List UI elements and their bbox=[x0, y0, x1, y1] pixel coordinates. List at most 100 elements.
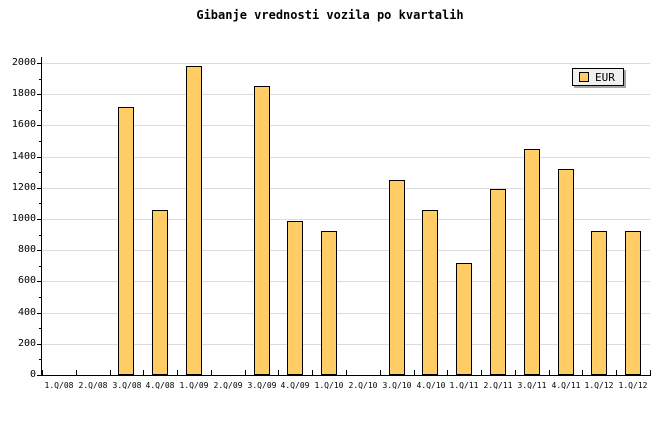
x-axis-tick-7 bbox=[278, 370, 279, 375]
legend-swatch-eur bbox=[579, 72, 589, 82]
y-axis-label-1000: 1000 bbox=[11, 213, 36, 224]
x-axis-label-7: 4.Q/09 bbox=[280, 381, 310, 390]
bar-1.Q/12-16 bbox=[591, 231, 607, 375]
y-axis-minor-tick-1700 bbox=[39, 110, 42, 111]
y-axis-tick-400 bbox=[37, 313, 42, 314]
x-axis-tick-15 bbox=[549, 370, 550, 375]
x-axis-label-4: 1.Q/09 bbox=[179, 381, 209, 390]
y-axis-tick-600 bbox=[37, 281, 42, 282]
y-axis-tick-1200 bbox=[37, 188, 42, 189]
x-axis-tick-6 bbox=[245, 370, 246, 375]
x-axis-tick-5 bbox=[211, 370, 212, 375]
y-axis-tick-2000 bbox=[37, 63, 42, 64]
x-axis-tick-13 bbox=[481, 370, 482, 375]
y-axis-minor-tick-1500 bbox=[39, 141, 42, 142]
x-axis-label-11: 4.Q/10 bbox=[416, 381, 446, 390]
gridline-200 bbox=[42, 344, 650, 345]
bar-3.Q/11-14 bbox=[524, 149, 540, 375]
bar-4.Q/10-11 bbox=[422, 210, 438, 375]
y-axis-minor-tick-1900 bbox=[39, 79, 42, 80]
y-axis-tick-800 bbox=[37, 250, 42, 251]
x-axis-tick-11 bbox=[414, 370, 415, 375]
x-axis-label-0: 1.Q/08 bbox=[44, 381, 74, 390]
bar-4.Q/11-15 bbox=[558, 169, 574, 375]
y-axis-tick-1600 bbox=[37, 125, 42, 126]
x-axis-tick-12 bbox=[447, 370, 448, 375]
y-axis-label-2000: 2000 bbox=[11, 57, 36, 68]
x-axis-label-13: 2.Q/11 bbox=[483, 381, 513, 390]
bar-1.Q/12-17 bbox=[625, 231, 641, 375]
x-axis-label-2: 3.Q/08 bbox=[112, 381, 142, 390]
y-axis-minor-tick-1100 bbox=[39, 203, 42, 204]
gridline-800 bbox=[42, 250, 650, 251]
y-axis-label-200: 200 bbox=[17, 338, 36, 349]
bar-3.Q/09-6 bbox=[254, 86, 270, 375]
y-axis-label-600: 600 bbox=[17, 275, 36, 286]
x-axis-tick-3 bbox=[143, 370, 144, 375]
bar-1.Q/10-8 bbox=[321, 231, 337, 375]
x-axis-tick-16 bbox=[582, 370, 583, 375]
y-axis-tick-200 bbox=[37, 344, 42, 345]
y-axis-label-1400: 1400 bbox=[11, 151, 36, 162]
bar-1.Q/11-12 bbox=[456, 263, 472, 375]
x-axis-line bbox=[41, 375, 651, 376]
y-axis-tick-1800 bbox=[37, 94, 42, 95]
legend-label-eur: EUR bbox=[595, 70, 615, 84]
x-axis-tick-1 bbox=[76, 370, 77, 375]
gridline-1000 bbox=[42, 219, 650, 220]
y-axis-tick-0 bbox=[37, 375, 42, 376]
gridline-400 bbox=[42, 313, 650, 314]
x-axis-label-5: 2.Q/09 bbox=[213, 381, 243, 390]
bar-1.Q/09-4 bbox=[186, 66, 202, 375]
x-axis-label-8: 1.Q/10 bbox=[314, 381, 344, 390]
x-axis-tick-0 bbox=[42, 370, 43, 375]
y-axis-minor-tick-1300 bbox=[39, 172, 42, 173]
y-axis-minor-tick-300 bbox=[39, 328, 42, 329]
y-axis-label-400: 400 bbox=[17, 307, 36, 318]
x-axis-label-3: 4.Q/08 bbox=[145, 381, 175, 390]
x-axis-label-14: 3.Q/11 bbox=[517, 381, 547, 390]
plot-area bbox=[42, 63, 650, 375]
x-axis-tick-17 bbox=[616, 370, 617, 375]
y-axis-minor-tick-700 bbox=[39, 266, 42, 267]
bar-4.Q/08-3 bbox=[152, 210, 168, 375]
gridline-2000 bbox=[42, 63, 650, 64]
x-axis-label-12: 1.Q/11 bbox=[449, 381, 479, 390]
y-axis-minor-tick-100 bbox=[39, 359, 42, 360]
x-axis-label-15: 4.Q/11 bbox=[551, 381, 581, 390]
y-axis-label-1600: 1600 bbox=[11, 119, 36, 130]
bar-4.Q/09-7 bbox=[287, 221, 303, 375]
x-axis-label-16: 1.Q/12 bbox=[584, 381, 614, 390]
y-axis-minor-tick-500 bbox=[39, 297, 42, 298]
gridline-600 bbox=[42, 281, 650, 282]
x-axis-tick-8 bbox=[312, 370, 313, 375]
x-axis-label-9: 2.Q/10 bbox=[348, 381, 378, 390]
y-axis-label-1200: 1200 bbox=[11, 182, 36, 193]
y-axis-label-1800: 1800 bbox=[11, 88, 36, 99]
x-axis-tick-14 bbox=[515, 370, 516, 375]
y-axis-minor-tick-900 bbox=[39, 235, 42, 236]
gridline-1200 bbox=[42, 188, 650, 189]
x-axis-tick-4 bbox=[177, 370, 178, 375]
y-axis-tick-1000 bbox=[37, 219, 42, 220]
y-axis-label-800: 800 bbox=[17, 244, 36, 255]
x-axis-label-17: 1.Q/12 bbox=[618, 381, 648, 390]
y-axis-tick-1400 bbox=[37, 157, 42, 158]
gridline-1800 bbox=[42, 94, 650, 95]
gridline-1600 bbox=[42, 125, 650, 126]
bar-3.Q/08-2 bbox=[118, 107, 134, 375]
x-axis-tick-18 bbox=[650, 370, 651, 375]
x-axis-tick-10 bbox=[380, 370, 381, 375]
x-axis-tick-9 bbox=[346, 370, 347, 375]
chart-title: Gibanje vrednosti vozila po kvartalih bbox=[196, 8, 464, 22]
gridline-1400 bbox=[42, 157, 650, 158]
bar-2.Q/11-13 bbox=[490, 189, 506, 375]
x-axis-tick-2 bbox=[110, 370, 111, 375]
x-axis-label-10: 3.Q/10 bbox=[382, 381, 412, 390]
bar-3.Q/10-10 bbox=[389, 180, 405, 375]
legend: EUR bbox=[572, 68, 624, 86]
x-axis-label-1: 2.Q/08 bbox=[78, 381, 108, 390]
y-axis-label-0: 0 bbox=[29, 369, 36, 380]
y-axis-line bbox=[41, 57, 42, 376]
